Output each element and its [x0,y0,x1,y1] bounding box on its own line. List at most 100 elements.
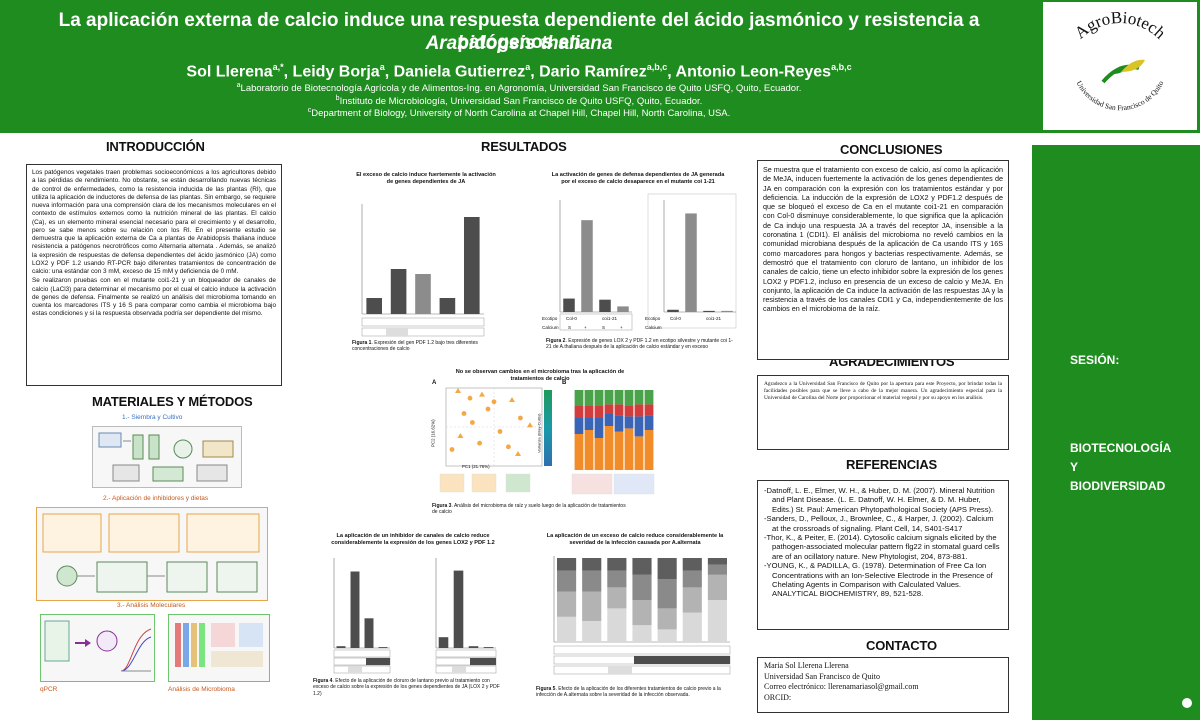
session-value: Y [1070,460,1079,474]
references-box: -Datnoff, L. E., Elmer, W. H., & Huber, … [757,480,1009,630]
stacked-bar-segment [634,390,644,405]
results-heading: RESULTADOS [481,139,567,154]
intro-paragraph: Los patógenos vegetales traen problemas … [32,169,276,275]
stacked-bar-segment [682,587,702,613]
stacked-bar-segment [624,416,634,429]
contact-email-link[interactable]: llerenamariasol@gmail.com [827,682,919,691]
stacked-bar-segment [594,438,604,470]
bar [390,269,407,314]
session-sidebar: SESIÓN: BIOTECNOLOGÍA Y BIODIVERSIDAD [1032,145,1200,720]
author-name: Daniela Gutierrez [393,63,526,81]
stacked-bar-segment [594,418,604,438]
fig3-pc2-label: PC2 (16.62%) [430,419,436,447]
fig3-panel-a: A [432,380,437,386]
stacked-bar-segment [657,558,677,579]
stacked-bar-segment [707,564,727,575]
conclusions-heading: CONCLUSIONES [840,142,943,157]
microbiome-image [168,614,270,682]
conclusions-box: Se muestra que el tratamiento con exceso… [757,160,1009,360]
stacked-bar-segment [607,608,627,642]
bar [721,310,733,312]
author-affiliation-mark: a,b,c [646,62,668,72]
contact-box: Maria Sol Llerena Llerena Universidad Sa… [757,657,1009,713]
stacked-bar-segment [657,608,677,630]
scatter-point [467,395,473,401]
stacked-bar-segment [582,570,602,592]
stacked-bar-segment [634,436,644,470]
seedling-logo-icon [1101,59,1145,84]
author-list: Sol Llerenaa,*, Leidy Borjaa, Daniela Gu… [186,62,852,81]
stacked-bar-segment [584,430,594,470]
intro-box: Los patógenos vegetales traen problemas … [26,164,282,386]
author-affiliation-mark: a,* [272,62,284,72]
reference-item: -Thor, K., & Peiter, E. (2014). Cytosoli… [764,533,1000,561]
contact-email-line: Correo electrónico: llerenamariasol@gmai… [764,682,919,691]
fig1-chart [361,204,485,337]
fig3-caption: Figura 3. Análisis del microbioma de raí… [432,503,626,516]
stacked-bar-segment [707,600,727,642]
scatter-point [461,411,467,416]
fig5-chart [553,556,731,675]
reference-item: -YOUNG, K., & PADILLA, G. (1978). Determ… [764,561,993,599]
affiliation: aLaboratorio de Biotecnología Agrícola y… [236,82,802,95]
stacked-bar-segment [614,404,624,416]
bar [350,571,360,648]
stacked-bar-segment [582,621,602,642]
stacked-bar-segment [682,570,702,588]
stacked-bar-segment [614,431,624,470]
stacked-bar-segment [607,558,627,571]
stacked-bar-segment [624,390,634,406]
svg-text:Universidad San Francisco de Q: Universidad San Francisco de Quito [1075,79,1166,112]
logo-university: Universidad San Francisco de Quito [1075,79,1166,112]
fig2-title: La activación de genes de defensa depend… [551,172,725,185]
stacked-bar-segment [682,558,702,571]
reference-item: -Sanders, D., Pelloux, J., Brownlee, C.,… [764,514,994,533]
fig1-caption: Figura 1. Expresión del gen PDF 1.2 bajo… [352,340,478,353]
fig3-pc1-label: PC1 (21.76%) [462,464,490,469]
contact-name: Maria Sol Llerena Llerena [764,661,849,670]
bar [685,213,697,312]
method-step-2: 2.- Aplicación de inhibidores y dietas [103,495,209,502]
stacked-bar-segment [557,570,577,592]
stacked-bar-segment [644,430,654,470]
stacked-bar-segment [584,418,594,430]
fig5-title: La aplicación de un exceso de calcio red… [546,533,724,546]
stacked-bar-segment [604,426,614,470]
stacked-bar-segment [604,414,614,426]
author-name: Antonio Leon-Reyes [675,63,832,81]
stacked-bar-segment [557,616,577,642]
scatter-point [515,451,521,456]
fig2-calcium-label: Calcium [542,325,559,330]
stacked-bar-segment [632,625,652,642]
stacked-bar-segment [644,415,654,430]
poster-title-species: Arabidopsis thaliana [425,33,613,54]
fig3-colorbar-label: Varianza (Bray-Curtis) [536,413,542,453]
stacked-bar-segment [607,587,627,609]
refs-heading: REFERENCIAS [846,457,937,472]
stacked-bar-segment [582,591,602,621]
bar [667,309,679,312]
conclusions-text: Se muestra que el tratamiento con exceso… [763,165,1003,314]
logo-title: AgroBiotech [1071,8,1170,43]
fig4-left-chart [333,558,391,674]
scatter-point [527,422,533,428]
culture-setup-image [92,426,242,488]
intro-paragraph: Se realizaron pruebas con en el mutante … [32,277,276,318]
stacked-bar-segment [707,558,727,565]
stacked-bar-segment [574,434,584,470]
fig2-left-chart [559,200,633,331]
stacked-bar-segment [574,406,584,418]
bar [336,646,346,648]
contact-orcid: ORCID: [764,692,792,702]
scatter-point [491,399,497,405]
bar [563,298,575,312]
affiliation: bInstituto de Microbiología, Universidad… [335,95,703,108]
fig1-title: El exceso de calcio induce fuertemente l… [356,172,496,185]
scatter-point [518,415,523,421]
bar [617,306,629,312]
fig2-calcium-level: S [568,325,572,330]
scatter-point [477,440,482,446]
stacked-bar-segment [607,570,627,588]
method-step-3: 3.- Análisis Moleculares [117,602,186,609]
bar [364,618,374,648]
